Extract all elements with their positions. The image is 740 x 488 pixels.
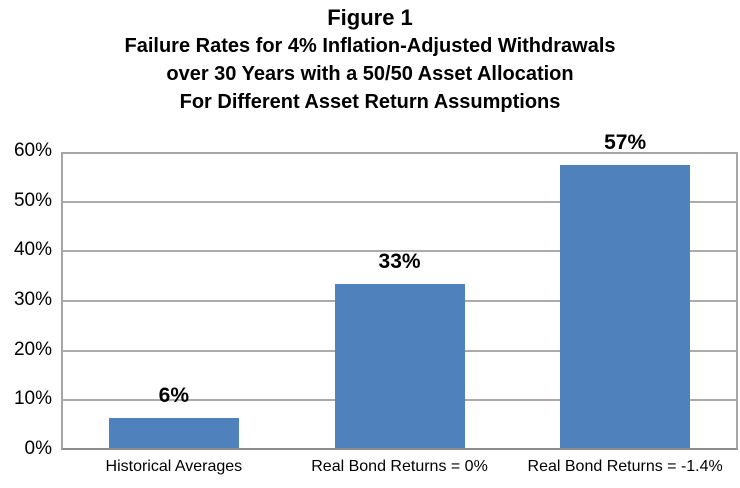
x-axis-category-label: Real Bond Returns = 0% <box>311 458 488 475</box>
chart-title-line-2: Failure Rates for 4% Inflation-Adjusted … <box>124 35 616 57</box>
x-axis-category-label: Historical Averages <box>105 458 243 475</box>
y-axis-tick-label: 50% <box>13 189 52 211</box>
chart-title-line-3: over 30 Years with a 50/50 Asset Allocat… <box>166 63 574 85</box>
gridline <box>63 200 736 203</box>
y-axis-tick-label: 10% <box>13 388 52 410</box>
bar-value-label: 57% <box>604 130 647 154</box>
chart-title-line-1: Figure 1 <box>327 5 413 30</box>
bar-value-label: 6% <box>158 384 190 408</box>
y-axis-tick-label: 40% <box>13 239 52 261</box>
chart-title-line-4: For Different Asset Return Assumptions <box>179 91 561 113</box>
chart-title: Figure 1 Failure Rates for 4% Inflation-… <box>0 4 740 116</box>
y-axis-tick-label: 0% <box>24 438 52 459</box>
bar-value-label: 33% <box>378 250 421 274</box>
y-axis-tick-label: 30% <box>13 289 52 310</box>
y-axis-tick-label: 20% <box>13 338 52 360</box>
plot-area <box>61 152 738 450</box>
gridline <box>63 250 736 253</box>
y-axis-tick-label: 60% <box>13 140 52 161</box>
bar-historical-averages <box>108 418 239 448</box>
bar-real-bond-returns-1-4 <box>560 164 691 448</box>
bar-real-bond-returns-0 <box>334 284 465 448</box>
x-axis-category-label: Real Bond Returns = -1.4% <box>527 458 723 475</box>
